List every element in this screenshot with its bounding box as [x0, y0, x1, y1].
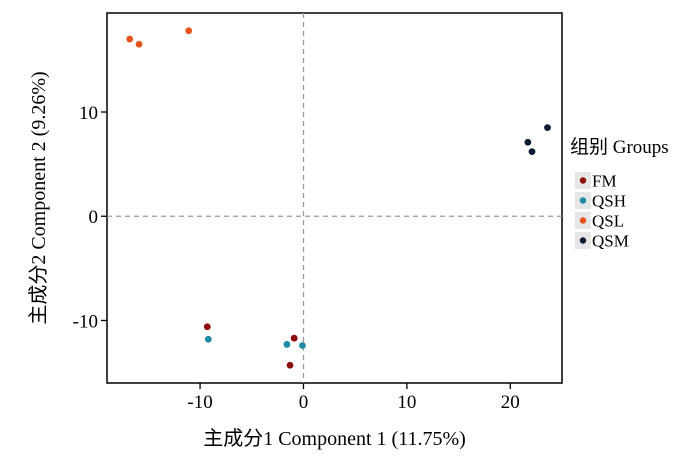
data-point-qsl — [185, 27, 193, 35]
x-axis-title: 主成分1 Component 1 (11.75%) — [203, 427, 466, 450]
legend-marker-qsl — [579, 217, 587, 224]
x-tick-label: 0 — [299, 392, 309, 413]
y-tick-label: 0 — [89, 207, 99, 228]
data-point-qsl — [126, 35, 134, 43]
data-point-fm — [286, 361, 294, 369]
x-tick-label: -10 — [187, 392, 212, 413]
y-axis-title: 主成分2 Component 2 (9.26%) — [27, 71, 50, 324]
reference-lines — [107, 13, 562, 383]
axis-ticks: -10 0 10 20 -10 0 10 — [73, 103, 520, 413]
legend-label-qsm: QSM — [592, 232, 629, 251]
legend-title: 组别 Groups — [570, 136, 669, 158]
legend-label-qsh: QSH — [592, 192, 626, 211]
data-point-qsh — [299, 342, 306, 349]
legend-marker-fm — [579, 177, 587, 184]
data-point-qsm — [524, 138, 532, 146]
y-tick-label: 10 — [79, 103, 98, 124]
data-point-fm — [203, 323, 211, 331]
data-point-fm — [290, 334, 298, 342]
x-tick-label: 10 — [397, 392, 416, 413]
data-point-qsl — [135, 40, 143, 48]
data-point-qsh — [283, 341, 291, 348]
data-point-qsm — [544, 124, 551, 132]
y-tick-label: -10 — [73, 311, 98, 332]
legend-marker-qsm — [579, 237, 587, 244]
data-point-qsh — [204, 335, 212, 343]
legend-marker-qsh — [579, 197, 587, 204]
legend-label-qsl: QSL — [592, 212, 624, 231]
data-points — [126, 27, 551, 369]
plot-frame — [106, 12, 563, 384]
data-point-qsm — [528, 148, 536, 156]
x-tick-label: 20 — [501, 392, 520, 413]
legend-label-fm: FM — [592, 172, 617, 191]
